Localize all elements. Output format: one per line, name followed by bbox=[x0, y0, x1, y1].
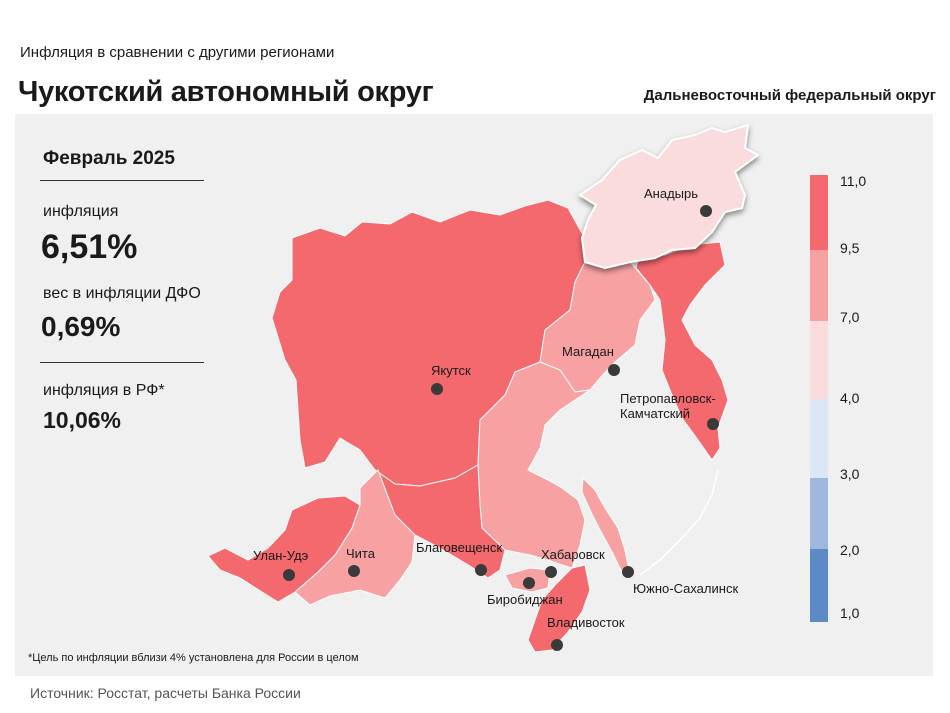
city-marker-yakutsk[interactable] bbox=[431, 383, 443, 395]
region-buryatia[interactable] bbox=[207, 495, 361, 603]
city-label-blagoveshchensk: Благовещенск bbox=[416, 540, 502, 555]
city-marker-chita[interactable] bbox=[348, 565, 360, 577]
legend-color-scale bbox=[810, 175, 828, 622]
city-marker-anadyr[interactable] bbox=[700, 205, 712, 217]
city-label-petropavlovsk-1: Петропавловск- bbox=[620, 391, 716, 406]
region-chukotka[interactable] bbox=[578, 123, 760, 270]
district-label: Дальневосточный федеральный округ bbox=[643, 87, 936, 104]
inflation-label: инфляция bbox=[43, 203, 119, 220]
footnote: *Цель по инфляции вблизи 4% установлена … bbox=[28, 652, 359, 664]
legend-band-4.0-7.0 bbox=[810, 321, 828, 399]
rf-inflation-value: 10,06% bbox=[43, 407, 122, 433]
legend-tick-label: 9,5 bbox=[840, 240, 860, 256]
legend-tick-label: 11,0 bbox=[840, 173, 867, 189]
city-marker-blagoveshchensk[interactable] bbox=[475, 564, 487, 576]
legend-band-3.0-4.0 bbox=[810, 399, 828, 478]
weight-label: вес в инфляции ДФО bbox=[43, 285, 201, 302]
legend-tick-label: 1,0 bbox=[840, 605, 860, 621]
region-kamchatka[interactable] bbox=[635, 241, 729, 461]
period-label: Февраль 2025 bbox=[43, 148, 175, 169]
city-marker-yuzhno-sakhalinsk[interactable] bbox=[622, 566, 634, 578]
page-title: Чукотский автономный округ bbox=[18, 76, 434, 108]
legend-band-2.0-3.0 bbox=[810, 478, 828, 549]
city-label-khabarovsk: Хабаровск bbox=[541, 547, 605, 562]
city-label-chita: Чита bbox=[346, 546, 376, 561]
legend-tick-label: 3,0 bbox=[840, 466, 860, 482]
city-label-yuzhno-sakhalinsk: Южно-Сахалинск bbox=[633, 581, 738, 596]
weight-value: 0,69% bbox=[41, 311, 121, 342]
legend-band-7.0-9.5 bbox=[810, 250, 828, 321]
city-marker-birobidzhan[interactable] bbox=[523, 577, 535, 589]
city-label-yakutsk: Якутск bbox=[431, 363, 471, 378]
city-label-vladivostok: Владивосток bbox=[547, 615, 625, 630]
legend-tick-label: 2,0 bbox=[840, 542, 860, 558]
city-label-petropavlovsk-2: Камчатский bbox=[620, 406, 690, 421]
city-marker-petropavlovsk[interactable] bbox=[707, 418, 719, 430]
city-label-anadyr: Анадырь bbox=[644, 186, 698, 201]
source-note: Источник: Росстат, расчеты Банка России bbox=[30, 685, 301, 701]
inflation-value: 6,51% bbox=[41, 228, 138, 266]
region-kuril bbox=[639, 469, 719, 576]
subtitle: Инфляция в сравнении с другими регионами bbox=[20, 44, 335, 61]
rf-inflation-label: инфляция в РФ* bbox=[43, 382, 165, 399]
city-marker-magadan[interactable] bbox=[608, 364, 620, 376]
city-label-ulan-ude: Улан-Удэ bbox=[253, 548, 309, 563]
legend-band-9.5-11.0 bbox=[810, 175, 828, 250]
city-marker-khabarovsk[interactable] bbox=[545, 566, 557, 578]
legend-tick-label: 7,0 bbox=[840, 309, 860, 325]
city-label-magadan: Магадан bbox=[562, 344, 614, 359]
legend-tick-label: 4,0 bbox=[840, 390, 860, 406]
city-label-birobidzhan: Биробиджан bbox=[487, 592, 563, 607]
city-marker-vladivostok[interactable] bbox=[551, 639, 563, 651]
city-marker-ulan-ude[interactable] bbox=[283, 569, 295, 581]
divider bbox=[40, 362, 204, 363]
region-primorye[interactable] bbox=[527, 564, 591, 653]
divider bbox=[40, 180, 204, 181]
legend-band-1.0-2.0 bbox=[810, 549, 828, 622]
